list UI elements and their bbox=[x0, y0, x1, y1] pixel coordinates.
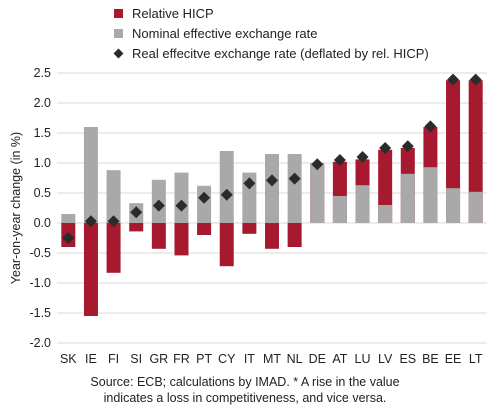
bar-nominal-eer-ie bbox=[83, 127, 98, 223]
bar-relative-hicp-it bbox=[242, 223, 257, 234]
marker-real-eer-lt bbox=[469, 73, 482, 86]
bar-relative-hicp-cy bbox=[219, 223, 234, 267]
legend-label-real-eer: Real effecitve exchange rate (deflated b… bbox=[132, 45, 429, 61]
x-tick-label: DE bbox=[309, 352, 326, 366]
source-note-line1: Source: ECB; calculations by IMAD. * A r… bbox=[90, 375, 400, 389]
marker-real-eer-fr bbox=[175, 199, 188, 212]
x-tick-label: PT bbox=[196, 352, 212, 366]
markers-real-eer bbox=[62, 73, 482, 244]
bar-nominal-eer-lt bbox=[468, 191, 483, 223]
marker-real-eer-si bbox=[130, 206, 143, 219]
marker-real-eer-fi bbox=[107, 215, 120, 228]
bar-relative-hicp-nl bbox=[287, 223, 302, 247]
x-tick-label: IT bbox=[244, 352, 255, 366]
marker-real-eer-es bbox=[401, 140, 414, 153]
x-tick-label: AT bbox=[332, 352, 347, 366]
bar-nominal-eer-at bbox=[332, 196, 347, 223]
y-tick-label: 2.5 bbox=[34, 66, 51, 80]
bar-nominal-eer-pt bbox=[197, 185, 212, 223]
marker-real-eer-sk bbox=[62, 232, 75, 244]
x-tick-label: MT bbox=[263, 352, 281, 366]
y-tick-label: -0.5 bbox=[29, 246, 51, 260]
source-note-line2: indicates a loss in competitiveness, and… bbox=[103, 391, 387, 405]
x-tick-label: SI bbox=[130, 352, 142, 366]
marker-real-eer-ie bbox=[84, 215, 97, 228]
y-axis-label: Year-on-year change (in %) bbox=[9, 131, 24, 285]
y-tick-label: 0.0 bbox=[34, 216, 51, 230]
y-tick-label: -1.5 bbox=[29, 306, 51, 320]
legend-label-relative-hicp: Relative HICP bbox=[132, 5, 214, 21]
bar-nominal-eer-cy bbox=[219, 151, 234, 223]
bar-relative-hicp-lv bbox=[378, 149, 393, 223]
x-tick-label: NL bbox=[287, 352, 303, 366]
bar-relative-hicp-mt bbox=[265, 223, 279, 249]
bars-nominal-eer bbox=[61, 127, 483, 223]
marker-real-eer-de bbox=[311, 158, 324, 171]
bar-nominal-eer-ee bbox=[446, 188, 461, 223]
bar-relative-hicp-fi bbox=[106, 223, 121, 273]
bar-relative-hicp-lt bbox=[468, 80, 483, 223]
legend-item-relative-hicp: Relative HICP bbox=[114, 4, 214, 22]
x-tick-label: SK bbox=[60, 352, 77, 366]
marker-real-eer-be bbox=[424, 120, 437, 133]
marker-real-eer-pt bbox=[198, 191, 211, 204]
x-tick-label: IE bbox=[85, 352, 97, 366]
marker-real-eer-lu bbox=[356, 151, 369, 163]
bar-relative-hicp-gr bbox=[151, 223, 166, 249]
x-tick-label: CY bbox=[218, 352, 236, 366]
bar-nominal-eer-mt bbox=[265, 154, 279, 223]
bar-nominal-eer-es bbox=[400, 173, 415, 223]
marker-real-eer-mt bbox=[266, 174, 278, 187]
marker-real-eer-ee bbox=[447, 73, 460, 86]
y-axis-ticks: 2.5 2.0 1.5 1.0 0.5 0.0 -0.5 -1.0 -1.5 -2.0 bbox=[29, 66, 51, 350]
bar-relative-hicp-pt bbox=[197, 223, 212, 235]
y-tick-label: 1.5 bbox=[34, 126, 51, 140]
x-tick-label: BE bbox=[422, 352, 439, 366]
y-tick-label: 1.0 bbox=[34, 156, 51, 170]
bar-relative-hicp-ee bbox=[446, 80, 461, 223]
x-tick-label: LV bbox=[378, 352, 393, 366]
y-tick-label: -2.0 bbox=[29, 336, 51, 350]
bar-nominal-eer-be bbox=[423, 167, 438, 223]
y-tick-label: 2.0 bbox=[34, 96, 51, 110]
marker-real-eer-it bbox=[243, 177, 256, 190]
bar-relative-hicp-si bbox=[129, 223, 144, 232]
y-tick-label: 0.5 bbox=[34, 186, 51, 200]
marker-real-eer-lv bbox=[379, 142, 392, 154]
legend-item-real-eer: Real effecitve exchange rate (deflated b… bbox=[113, 44, 429, 62]
x-tick-label: FR bbox=[173, 352, 190, 366]
marker-real-eer-at bbox=[333, 154, 346, 166]
bar-nominal-eer-sk bbox=[61, 214, 76, 223]
x-tick-label: EE bbox=[445, 352, 462, 366]
bar-nominal-eer-fi bbox=[106, 170, 121, 223]
x-tick-label: ES bbox=[399, 352, 416, 366]
marker-real-eer-nl bbox=[288, 172, 301, 185]
bar-nominal-eer-nl bbox=[287, 154, 302, 223]
marker-real-eer-cy bbox=[220, 188, 233, 201]
legend-item-nominal-eer: Nominal effective exchange rate bbox=[114, 24, 317, 42]
x-tick-label: LT bbox=[469, 352, 483, 366]
bar-nominal-eer-de bbox=[310, 163, 325, 223]
bar-relative-hicp-ie bbox=[83, 223, 98, 316]
x-tick-label: LU bbox=[355, 352, 371, 366]
legend-swatch-relative-hicp bbox=[114, 8, 123, 18]
x-tick-label: FI bbox=[108, 352, 119, 366]
legend-label-nominal-eer: Nominal effective exchange rate bbox=[132, 25, 318, 41]
x-axis-ticks: SK IE FI SI GR FR PT CY IT MT NL DE AT LU LV ES BE EE LT bbox=[60, 352, 483, 366]
legend-swatch-nominal-eer bbox=[114, 28, 123, 38]
bar-nominal-eer-fr bbox=[174, 172, 189, 223]
x-tick-label: GR bbox=[149, 352, 168, 366]
marker-real-eer-gr bbox=[152, 199, 165, 212]
bar-nominal-eer-lu bbox=[355, 185, 370, 223]
y-tick-label: -1.0 bbox=[29, 276, 51, 290]
bar-relative-hicp-fr bbox=[174, 223, 189, 256]
bar-nominal-eer-lv bbox=[378, 205, 393, 223]
